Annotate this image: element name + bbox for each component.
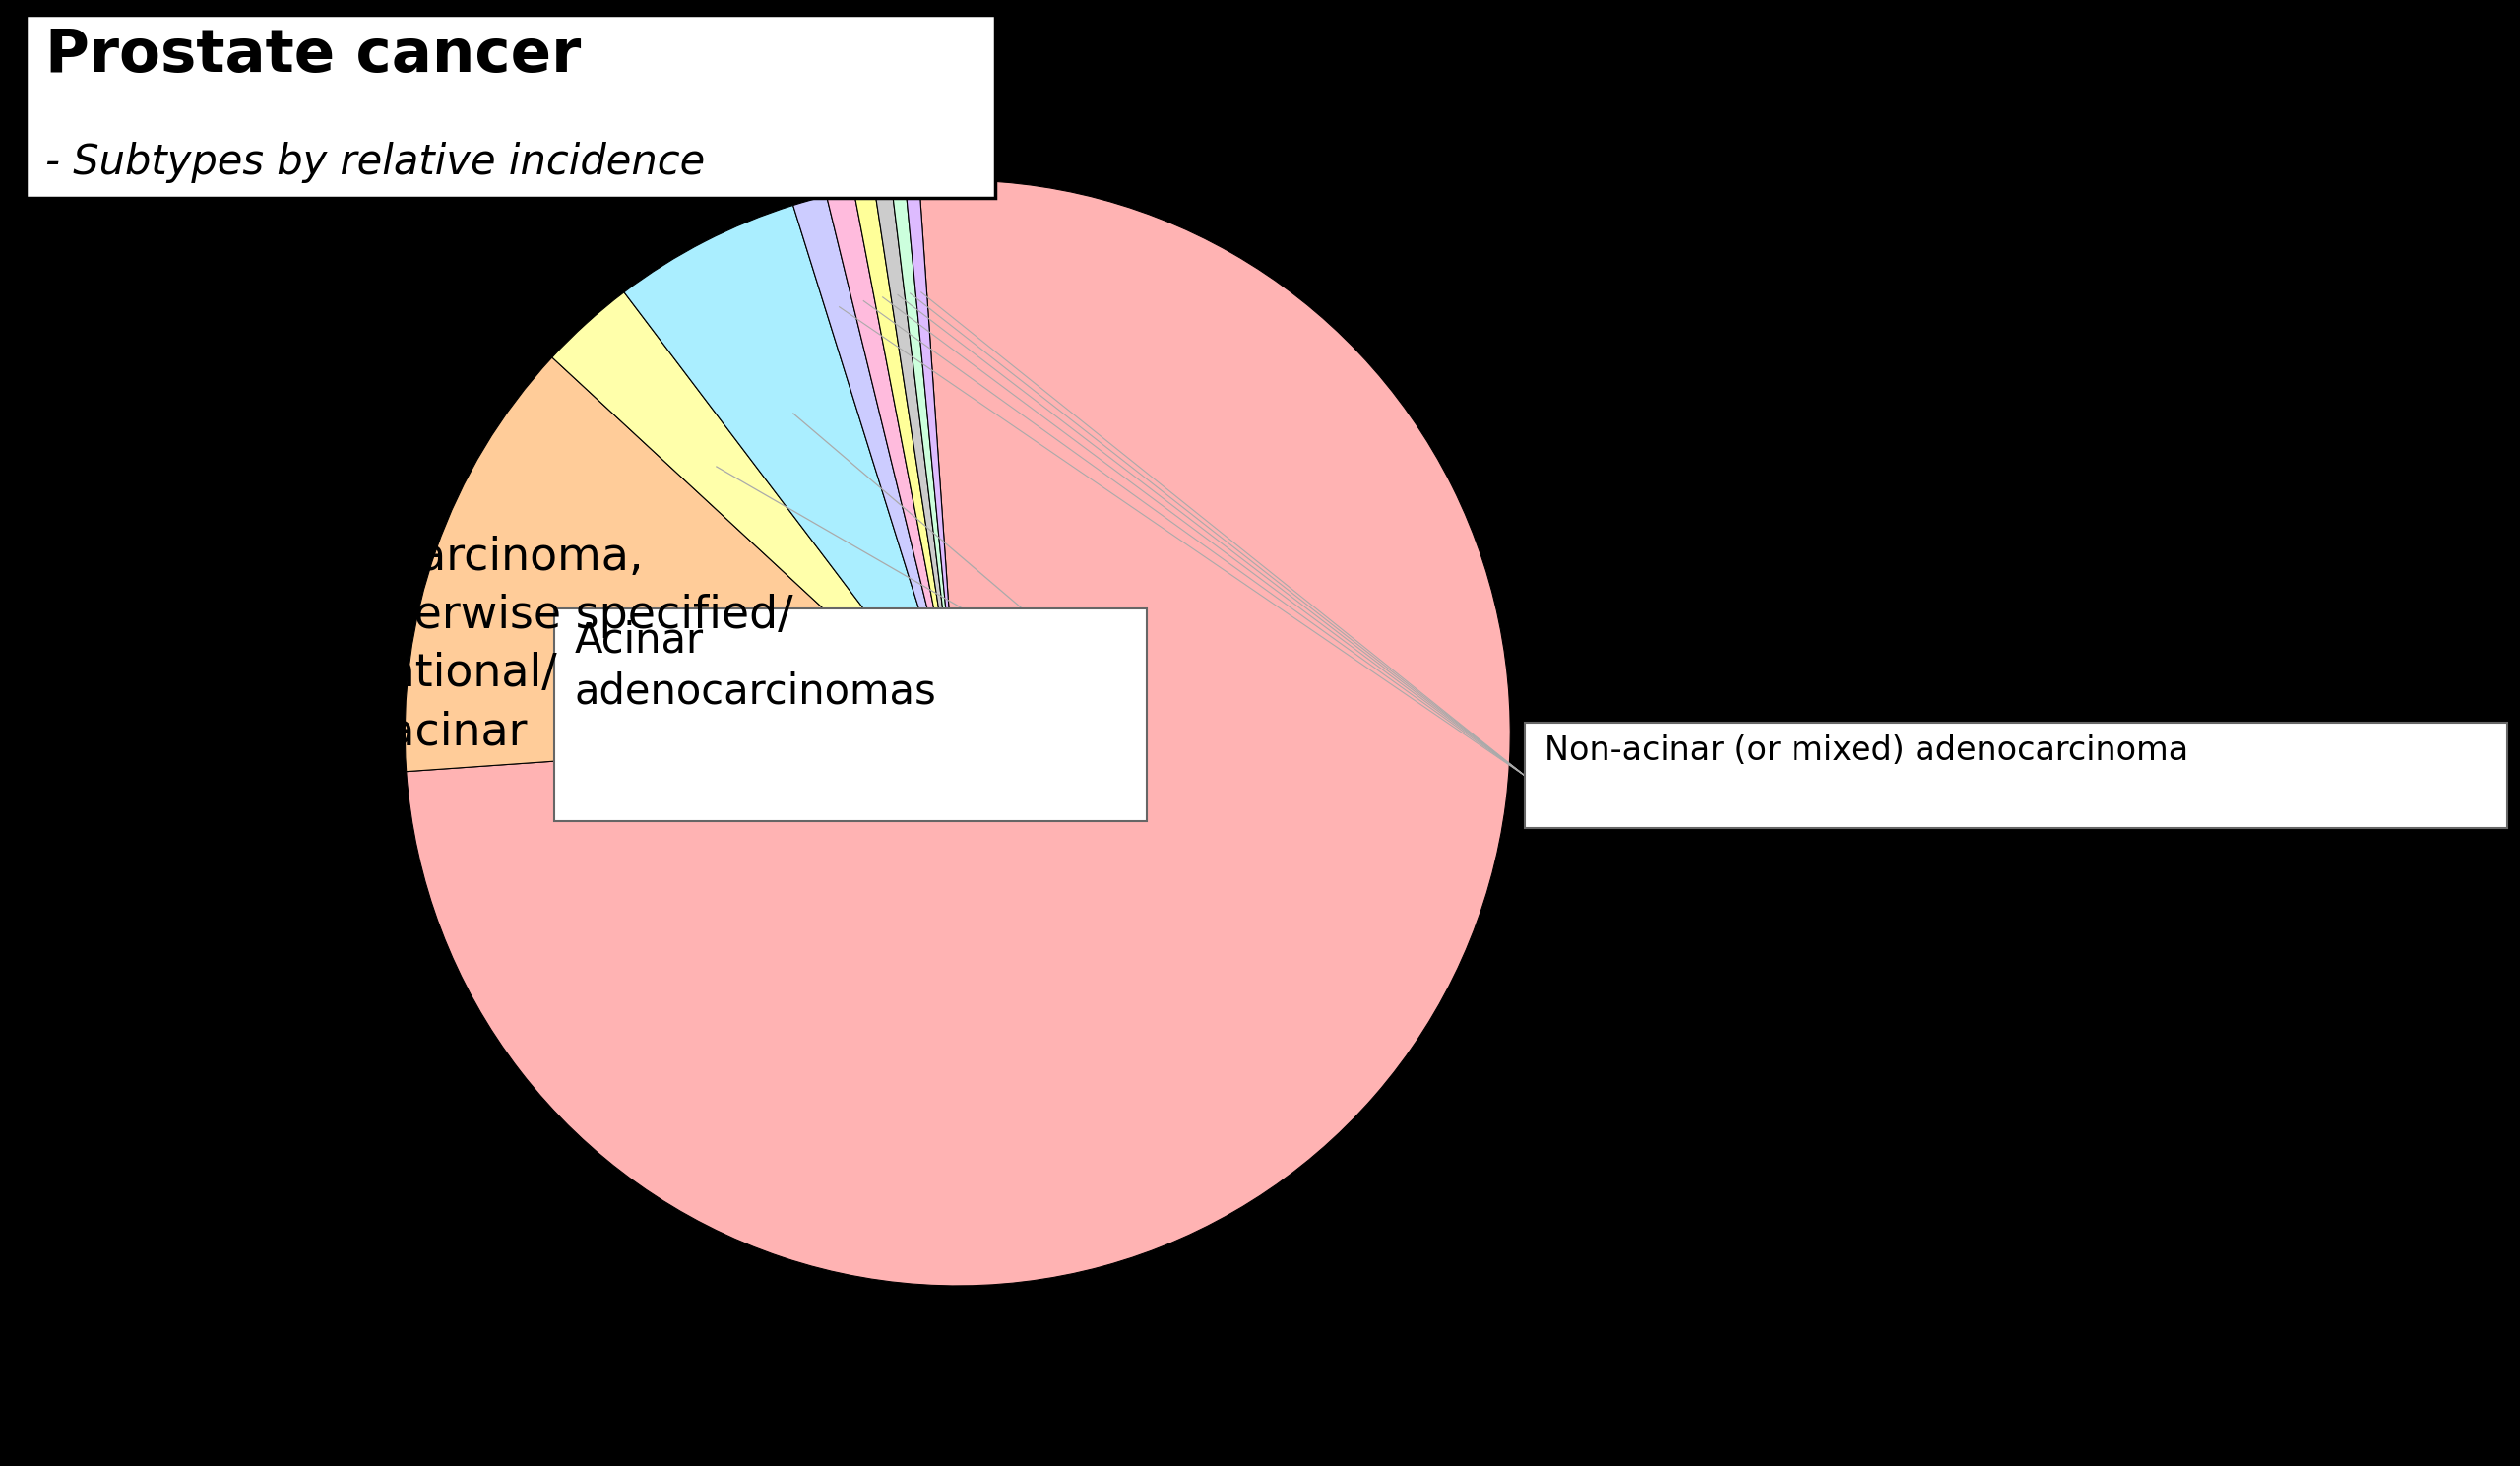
Text: Non-acinar (or mixed) adenocarcinoma: Non-acinar (or mixed) adenocarcinoma bbox=[1545, 734, 2190, 767]
Wedge shape bbox=[827, 191, 958, 733]
Wedge shape bbox=[406, 358, 958, 771]
Wedge shape bbox=[854, 186, 958, 733]
Wedge shape bbox=[892, 183, 958, 733]
Wedge shape bbox=[905, 182, 958, 733]
Text: Acinar
adenocarcinomas: Acinar adenocarcinomas bbox=[575, 620, 937, 712]
Wedge shape bbox=[625, 205, 958, 733]
Wedge shape bbox=[552, 292, 958, 733]
Bar bbox=[554, 608, 1147, 821]
Wedge shape bbox=[794, 196, 958, 733]
Text: Prostate cancer: Prostate cancer bbox=[45, 26, 582, 85]
Bar bbox=[25, 15, 995, 198]
Text: - Subtypes by relative incidence: - Subtypes by relative incidence bbox=[45, 142, 706, 183]
Wedge shape bbox=[406, 180, 1509, 1286]
Wedge shape bbox=[874, 185, 958, 733]
Text: Adenocarcinoma,
not otherwise specified/
conventional/
usual acinar: Adenocarcinoma, not otherwise specified/… bbox=[252, 535, 794, 755]
Bar bbox=[1525, 723, 2507, 828]
